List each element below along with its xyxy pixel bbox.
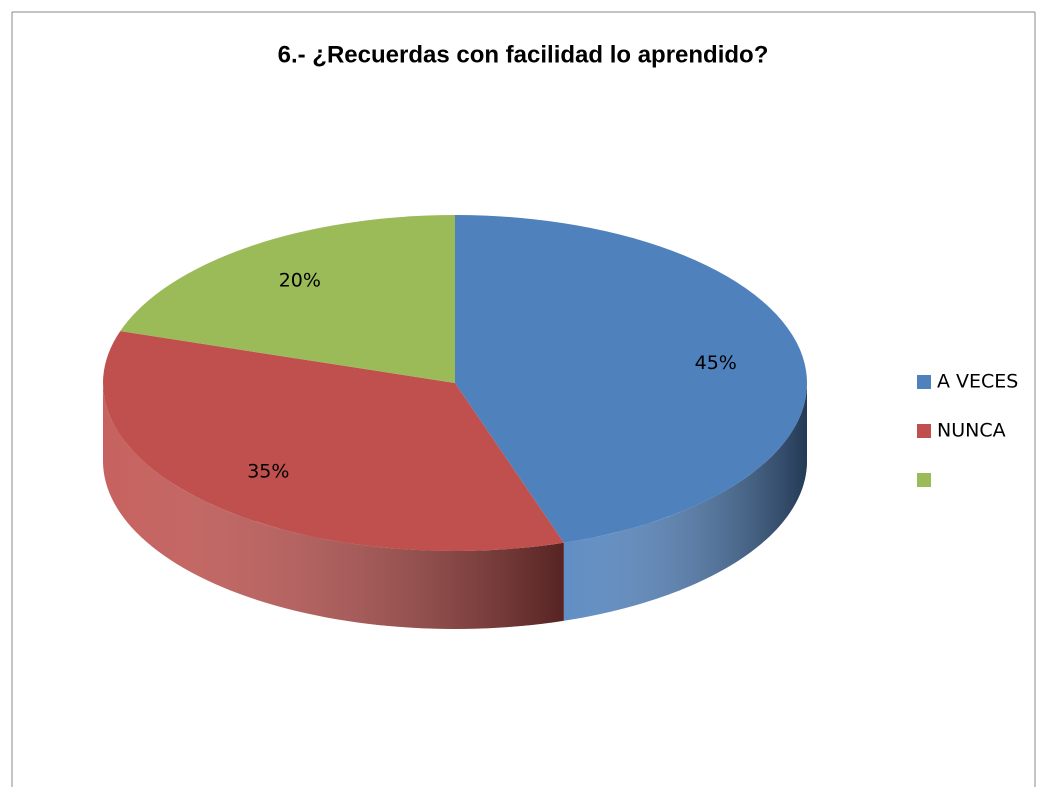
legend-swatch [917, 424, 931, 438]
data-label: 20% [279, 270, 321, 292]
legend-label: A VECES [937, 371, 1018, 393]
slice [120, 215, 456, 383]
slice-side-shade [563, 383, 807, 621]
legend-label: NUNCA [937, 420, 1006, 442]
data-label: 35% [247, 461, 289, 483]
data-label: 45% [695, 352, 737, 374]
legend-swatch [917, 473, 931, 487]
legend-swatch [917, 375, 931, 389]
slice [103, 331, 564, 551]
slice [455, 215, 807, 543]
chart-title: 6.- ¿Recuerdas con facilidad lo aprendid… [278, 41, 769, 68]
slice-side-shade [103, 383, 564, 629]
